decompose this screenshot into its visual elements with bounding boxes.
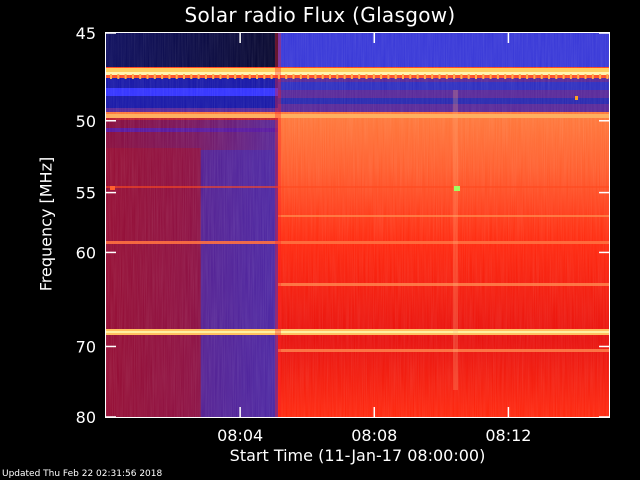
interference-mark [402,74,404,79]
interference-mark [336,74,339,79]
axis-ticks: 08:04 08:08 08:12 45 50 55 60 70 80 [76,24,609,445]
interference-mark [329,74,331,79]
interference-mark [314,74,317,79]
interference-mark [343,74,346,79]
interference-mark [358,74,361,79]
interference-mark [153,74,156,79]
y-tick-label: 80 [76,408,96,427]
x-tick-label: 08:12 [485,426,531,445]
interference-mark [292,74,295,79]
y-tick-label: 55 [76,184,96,203]
interference-mark [387,74,390,79]
interference-mark [475,74,477,79]
interference-mark [117,74,120,79]
interference-mark [577,74,580,79]
y-tick-label: 50 [76,112,96,131]
interference-mark [226,74,229,79]
interference-mark [146,74,149,79]
interference-mark [606,74,609,79]
interference-mark [168,74,171,79]
interference-mark [438,74,441,79]
interference-mark [219,74,222,79]
interference-mark [256,74,258,79]
interference-mark [453,74,456,79]
interference-mark [460,74,463,79]
interference-mark [204,74,207,79]
interference-mark [190,74,193,79]
interference-mark [496,74,499,79]
interference-mark [321,74,324,79]
y-axis-label: Frequency [MHz] [36,156,56,292]
interference-mark [584,74,587,79]
interference-mark [212,74,215,79]
interference-mark [299,74,302,79]
update-timestamp: Updated Thu Feb 22 02:31:56 2018 [2,469,163,479]
interference-mark [372,74,375,79]
y-tick-label: 60 [76,243,96,262]
interference-mark [285,74,288,79]
interference-mark [161,74,164,79]
x-axis-label: Start Time (11-Jan-17 08:00:00) [229,446,486,465]
y-tick-label: 70 [76,337,96,356]
interference-mark [489,74,492,79]
interference-mark [599,74,602,79]
interference-mark [365,74,368,79]
interference-mark [416,74,419,79]
interference-mark [124,74,127,79]
interference-mark [175,74,178,79]
interference-mark [183,74,185,79]
interference-mark [409,74,412,79]
interference-mark [533,74,536,79]
interference-mark [504,74,507,79]
plot-frame [105,32,610,418]
interference-mark [591,74,594,79]
interference-mark [423,74,426,79]
interference-mark [555,74,558,79]
chart-title: Solar radio Flux (Glasgow) [184,3,456,27]
interference-mark [380,74,383,79]
x-tick-label: 08:04 [217,426,263,445]
interference-mark [131,74,134,79]
interference-mark [234,74,237,79]
y-tick-label: 45 [76,24,96,43]
interference-mark [197,74,200,79]
interference-mark [263,74,266,79]
interference-mark [467,74,470,79]
interference-mark [445,74,448,79]
interference-mark [270,74,273,79]
interference-mark [350,74,353,79]
interference-mark [511,74,514,79]
interference-mark [526,74,529,79]
interference-mark [241,74,244,79]
interference-mark [562,74,565,79]
x-tick-label: 08:08 [351,426,397,445]
interference-mark [248,74,251,79]
interference-mark [277,74,280,79]
interference-mark [548,74,550,79]
spectrogram-image [106,33,609,417]
interference-mark [431,74,434,79]
interference-mark [139,74,142,79]
interference-mark [482,74,485,79]
interference-mark [307,74,310,79]
interference-mark [394,74,397,79]
interference-mark [518,74,521,79]
interference-mark [540,74,543,79]
interference-mark [569,74,572,79]
interference-mark [110,74,112,79]
